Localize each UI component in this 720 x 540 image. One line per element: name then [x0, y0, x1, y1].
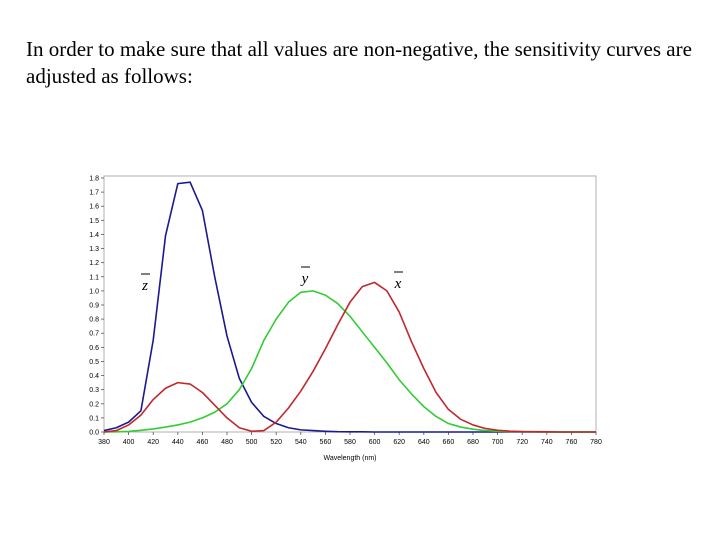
- x-tick-label: 500: [246, 439, 258, 446]
- x-tick-label: 560: [320, 439, 332, 446]
- curve-label-y: y: [300, 271, 309, 287]
- y-tick-label: 0.0: [89, 430, 99, 437]
- x-tick-label: 400: [123, 439, 135, 446]
- y-tick-label: 0.8: [89, 317, 99, 324]
- x-tick-label: 740: [541, 439, 553, 446]
- x-tick-label: 380: [98, 439, 110, 446]
- x-tick-label: 580: [344, 439, 356, 446]
- x-tick-label: 660: [443, 439, 455, 446]
- x-tick-label: 680: [467, 439, 479, 446]
- series-lines: [103, 181, 596, 433]
- x-tick-label: 440: [172, 439, 184, 446]
- x-tick-label: 780: [590, 439, 602, 446]
- y-tick-label: 0.5: [89, 359, 99, 366]
- x-tick-label: 720: [516, 439, 528, 446]
- y-tick-label: 1.7: [89, 190, 99, 197]
- x-tick-label: 520: [270, 439, 282, 446]
- y-tick-label: 1.2: [89, 260, 99, 267]
- y-tick-label: 1.0: [89, 288, 99, 295]
- y-tick-label: 0.2: [89, 401, 99, 408]
- x-tick-label: 480: [221, 439, 233, 446]
- x-axis-title: Wavelength (nm): [323, 455, 376, 462]
- x-tick-label: 640: [418, 439, 430, 446]
- x-tick-label: 760: [566, 439, 578, 446]
- y-tick-label: 0.6: [89, 345, 99, 352]
- y-tick-label: 0.4: [89, 373, 99, 380]
- y-tick-label: 1.4: [89, 232, 99, 239]
- y-axis-ticks: 0.0 0.1 0.2 0.3 0.4 0.5 0.6 0.7 0.8 0.9 1.0 1.1 1.2 1…: [89, 176, 104, 437]
- y-tick-label: 0.3: [89, 387, 99, 394]
- x-tick-label: 700: [492, 439, 504, 446]
- x-tick-label: 620: [393, 439, 405, 446]
- x-axis-ticks: 380 400 420 440 460 480 500 520 540 560 580 600 620 6…: [98, 432, 602, 446]
- x-tick-label: 540: [295, 439, 307, 446]
- y-tick-label: 0.9: [89, 303, 99, 310]
- y-tick-label: 1.5: [89, 218, 99, 225]
- x-tick-label: 600: [369, 439, 381, 446]
- slide-paragraph: In order to make sure that all values ar…: [26, 37, 692, 88]
- y-tick-label: 1.3: [89, 246, 99, 253]
- y-tick-label: 1.8: [89, 176, 99, 183]
- curve-label-z: z: [141, 278, 148, 294]
- y-tick-label: 1.6: [89, 204, 99, 211]
- x-tick-label: 460: [197, 439, 209, 446]
- plot-frame: [103, 175, 597, 433]
- x-bar-curve: [103, 281, 596, 433]
- y-tick-label: 0.7: [89, 331, 99, 338]
- x-tick-label: 420: [147, 439, 159, 446]
- curve-label-x: x: [394, 276, 402, 292]
- y-tick-label: 1.1: [89, 274, 99, 281]
- y-tick-label: 0.1: [89, 415, 99, 422]
